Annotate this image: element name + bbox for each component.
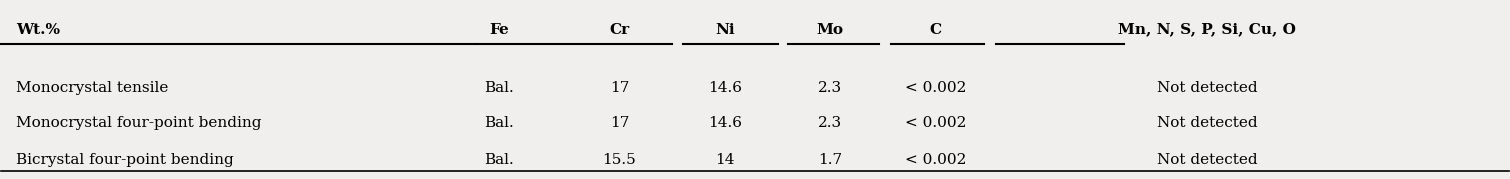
Text: < 0.002: < 0.002: [904, 153, 966, 167]
Text: Wt.%: Wt.%: [17, 23, 60, 37]
Text: 15.5: 15.5: [602, 153, 636, 167]
Text: 2.3: 2.3: [818, 116, 843, 130]
Text: Bal.: Bal.: [483, 81, 513, 95]
Text: Monocrystal tensile: Monocrystal tensile: [17, 81, 169, 95]
Text: Bicrystal four-point bending: Bicrystal four-point bending: [17, 153, 234, 167]
Text: Ni: Ni: [716, 23, 735, 37]
Text: < 0.002: < 0.002: [904, 116, 966, 130]
Text: Not detected: Not detected: [1157, 81, 1258, 95]
Text: Mo: Mo: [817, 23, 844, 37]
Text: 14: 14: [716, 153, 734, 167]
Text: Bal.: Bal.: [483, 116, 513, 130]
Text: 1.7: 1.7: [818, 153, 843, 167]
Text: 2.3: 2.3: [818, 81, 843, 95]
Text: Bal.: Bal.: [483, 153, 513, 167]
Text: Fe: Fe: [489, 23, 509, 37]
Text: Monocrystal four-point bending: Monocrystal four-point bending: [17, 116, 261, 130]
Text: 14.6: 14.6: [708, 116, 741, 130]
Text: 14.6: 14.6: [708, 81, 741, 95]
Text: Not detected: Not detected: [1157, 116, 1258, 130]
Text: C: C: [930, 23, 942, 37]
Text: < 0.002: < 0.002: [904, 81, 966, 95]
Text: Not detected: Not detected: [1157, 153, 1258, 167]
Text: Cr: Cr: [610, 23, 630, 37]
Text: 17: 17: [610, 81, 630, 95]
Text: 17: 17: [610, 116, 630, 130]
Text: Mn, N, S, P, Si, Cu, O: Mn, N, S, P, Si, Cu, O: [1119, 23, 1296, 37]
